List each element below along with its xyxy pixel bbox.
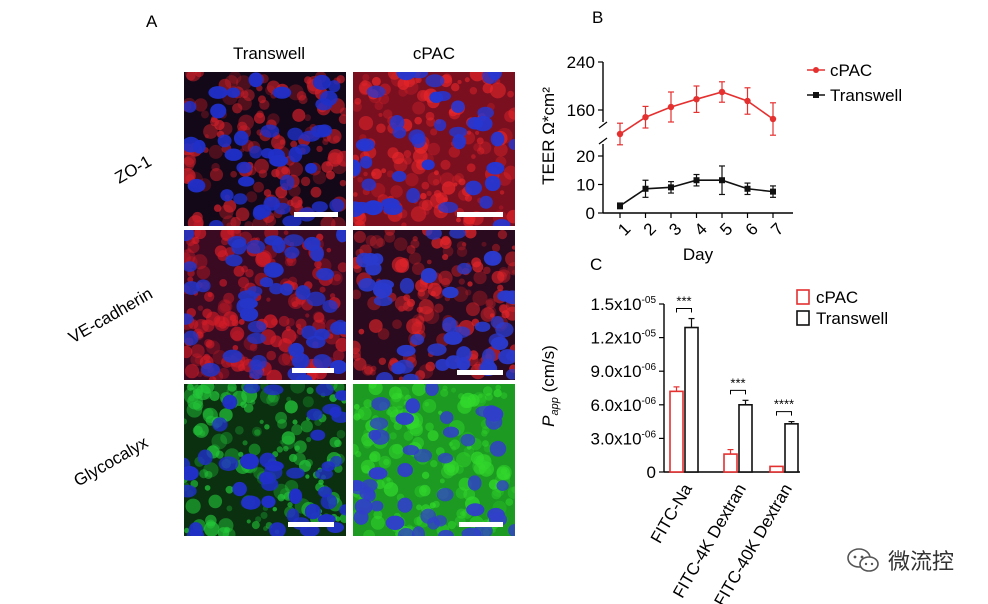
axis-break-mark [598,137,608,145]
legend-marker [813,92,819,98]
chat-bubbles-icon [847,548,879,572]
data-point [616,130,624,138]
y-tick-label: 3.0x10-06 [591,429,657,448]
y-tick-label: 9.0x10-06 [591,362,657,381]
y-tick-label: 1.5x10-05 [591,295,657,314]
legend-label: cPAC [830,61,872,80]
y-axis-label: TEER Ω*cm² [539,87,558,185]
bar-cpac [769,465,784,473]
column-title-transwell: Transwell [232,44,306,63]
data-point [744,185,751,192]
y-tick-label: 0 [586,204,595,223]
y-tick-label: 160 [567,101,595,120]
bar-transwell [684,326,699,473]
significance-label: **** [774,397,794,412]
significance-bracket [730,389,746,395]
data-point [642,114,649,121]
panel-b-letter: B [592,8,604,27]
y-tick-label: 240 [567,53,595,72]
x-tick-label: 4 [691,219,711,239]
column-title-cpac: cPAC [412,44,456,63]
legend-label: Transwell [830,86,902,105]
panel-c-letter: C [590,255,603,274]
significance-label: *** [730,375,745,390]
data-point [693,177,700,184]
x-tick-label: 1 [614,219,634,239]
significance-bracket [676,308,692,313]
micrograph-vecadherin-cpac [353,230,515,380]
watermark: 微流控 [846,544,954,576]
bar-cpac [669,390,684,473]
legend-label: Transwell [816,309,888,328]
data-point [642,185,649,192]
x-tick-label: 2 [640,219,660,239]
row-label-ve-cadherin: VE-cadherin [65,283,156,348]
legend-swatch [796,310,810,326]
scale-bar [294,212,338,217]
significance-label: *** [676,294,691,309]
row-label-glycocalyx: Glycocalyx [70,432,152,491]
y-tick-label: 1.2x10-05 [591,329,657,348]
micrograph-glycocalyx-cpac [353,384,515,536]
legend-swatch [796,289,810,305]
panel-a-letter: A [146,12,158,31]
y-tick-label: 6.0x10-06 [591,396,657,415]
y-tick-label: 0 [647,463,656,482]
legend-marker [813,67,819,73]
x-tick-label: 6 [742,219,762,239]
axis-break-mark [598,121,608,129]
x-tick-label: 7 [767,219,787,239]
legend-label: cPAC [816,288,858,307]
significance-bracket [776,411,792,416]
data-point [718,88,726,96]
teer-line-chart: 160 240 0 10 20 1 2 3 4 5 6 7 Day TEER Ω*cm² cPAC Trans… [539,53,902,264]
x-tick-label: 5 [716,219,736,239]
data-point [744,97,751,105]
x-axis-label: Day [683,245,714,264]
y-tick-label: 10 [576,176,595,195]
watermark-text: 微流控 [888,550,955,575]
y-tick-label: 20 [576,147,595,166]
micrograph-glycocalyx-transwell [184,384,346,536]
bar-cpac [723,453,738,473]
x-category-label: FITC-Na [647,480,696,546]
scale-bar [457,370,503,375]
papp-bar-chart: 0 3.0x10-06 6.0x10-06 9.0x10-06 1.2x10-05 1.5… [539,288,888,604]
data-point [693,96,700,103]
micrograph-vecadherin-transwell [184,230,346,380]
x-tick-label: 3 [665,219,685,239]
data-point [668,184,674,191]
micrograph-zo1-cpac [353,72,515,226]
row-label-zo1: ZO-1 [111,151,155,188]
scale-bar [459,522,503,527]
micrograph-zo1-transwell [184,72,346,226]
data-point [769,115,777,123]
bar-transwell [738,404,753,473]
scale-bar [457,212,503,217]
y-axis-label: Papp (cm/s) [539,345,561,427]
bar-transwell [784,423,799,473]
scale-bar [288,522,334,527]
data-point [617,202,623,209]
scale-bar [292,368,334,373]
data-point [719,177,725,184]
data-point [667,103,675,111]
data-point [770,188,776,195]
